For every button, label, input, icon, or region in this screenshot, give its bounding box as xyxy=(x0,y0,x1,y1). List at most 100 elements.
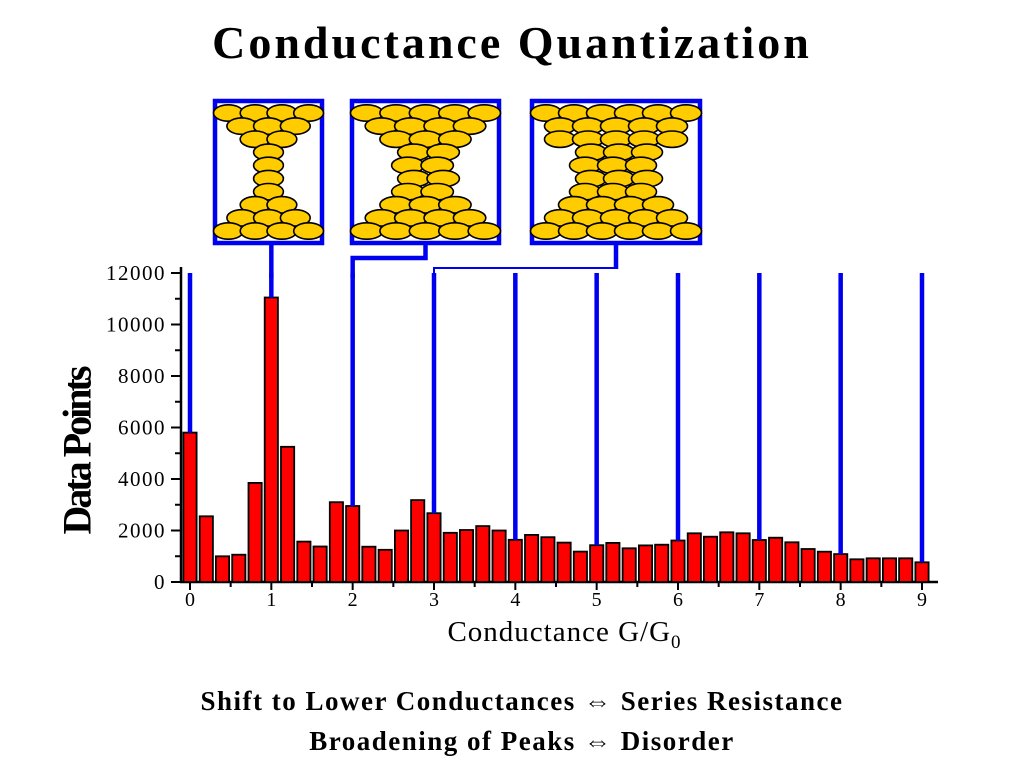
gold-atom xyxy=(279,208,311,227)
histogram-bar xyxy=(426,512,442,583)
gold-atom xyxy=(212,222,245,241)
histogram-bar xyxy=(312,545,328,583)
histogram-bar xyxy=(214,555,230,583)
histogram-bar xyxy=(345,505,361,583)
gold-atom xyxy=(543,130,577,149)
x-tick-label: 6 xyxy=(673,589,683,611)
histogram-bar xyxy=(540,536,556,583)
gold-atom xyxy=(292,104,325,123)
histogram-bar xyxy=(507,538,523,583)
gold-atom xyxy=(467,104,502,123)
histogram-bar xyxy=(670,539,686,583)
histogram-bar xyxy=(605,542,621,583)
y-tick-label: 4000 xyxy=(118,467,166,491)
x-tick-label: 7 xyxy=(754,589,764,611)
gold-atom xyxy=(266,130,298,149)
histogram-bar xyxy=(784,541,800,583)
histogram-bar xyxy=(638,544,654,583)
histogram-bar xyxy=(296,540,312,583)
gold-atom xyxy=(408,222,443,241)
histogram-bar xyxy=(182,431,198,583)
histogram-bar xyxy=(816,550,832,583)
histogram-bar xyxy=(263,296,279,583)
histogram-bar xyxy=(247,481,263,583)
histogram-bar xyxy=(833,553,849,583)
histogram-bar xyxy=(458,529,474,583)
gold-atom xyxy=(279,117,311,136)
caption-disorder: Broadening of Peaks ⇔ Disorder xyxy=(309,726,735,756)
histogram-bar xyxy=(686,532,702,583)
gold-atom xyxy=(557,222,591,241)
gold-atom xyxy=(292,222,325,241)
histogram-bar xyxy=(198,515,214,583)
x-tick-label: 1 xyxy=(266,589,276,611)
gold-atom xyxy=(437,222,472,241)
gold-atom xyxy=(266,222,298,241)
y-tick-label: 10000 xyxy=(106,313,166,337)
histogram-bar xyxy=(849,558,865,583)
y-tick-label: 8000 xyxy=(118,364,166,388)
slide-title: Conductance Quantization xyxy=(212,17,812,68)
x-tick-label: 4 xyxy=(510,589,520,611)
gold-atom xyxy=(641,222,675,241)
histogram-bar xyxy=(410,499,426,583)
x-tick-label: 0 xyxy=(185,589,195,611)
x-tick-label: 2 xyxy=(348,589,358,611)
x-tick-label: 9 xyxy=(917,589,927,611)
connector-box3-to-peak3 xyxy=(432,267,616,278)
connector-box2-to-peak2 xyxy=(350,243,428,278)
histogram-bar xyxy=(572,550,588,583)
gold-atom xyxy=(266,195,298,214)
gold-atom xyxy=(349,222,384,241)
gold-atom xyxy=(252,182,285,201)
histogram-bar xyxy=(556,541,572,583)
histogram-bar xyxy=(377,548,393,583)
histogram-bar xyxy=(393,529,409,583)
x-axis-title-text: Conductance G/G xyxy=(447,616,672,648)
gold-atom xyxy=(669,104,703,123)
gold-atom xyxy=(379,222,414,241)
histogram-bar xyxy=(882,557,898,583)
gold-atom xyxy=(669,222,703,241)
x-axis-title: Conductance G/G0 xyxy=(190,616,938,654)
gold-atom xyxy=(613,222,647,241)
y-axis-title: Data Points xyxy=(54,368,100,535)
histogram-bar xyxy=(442,531,458,583)
histogram-bar xyxy=(751,539,767,583)
histogram-bar xyxy=(898,557,914,583)
histogram-bar xyxy=(703,535,719,583)
histogram-bar xyxy=(231,553,247,583)
x-tick-label: 8 xyxy=(836,589,846,611)
histogram-bar xyxy=(491,529,507,583)
gold-atom xyxy=(585,222,619,241)
histogram-bar xyxy=(719,531,735,583)
y-tick-label: 12000 xyxy=(106,261,166,285)
histogram-bar xyxy=(475,525,491,583)
gold-atom xyxy=(529,222,563,241)
gold-atom xyxy=(655,130,689,149)
y-tick-label: 6000 xyxy=(118,416,166,440)
histogram-bar xyxy=(914,561,930,583)
gold-atom xyxy=(655,208,689,227)
x-tick-label: 3 xyxy=(429,589,439,611)
gold-atom xyxy=(467,222,502,241)
x-axis-title-subscript: 0 xyxy=(671,631,681,653)
histogram-bar xyxy=(800,548,816,583)
gold-atom xyxy=(641,195,675,214)
histogram-bar xyxy=(361,545,377,583)
histogram-bar xyxy=(768,536,784,583)
y-tick-label: 0 xyxy=(154,570,166,594)
histogram-bar xyxy=(865,557,881,583)
y-tick-label: 2000 xyxy=(118,519,166,543)
caption-series-resistance: Shift to Lower Conductances ⇔ Series Res… xyxy=(200,686,844,716)
histogram-bar xyxy=(524,534,540,583)
histogram-bar xyxy=(735,532,751,583)
gold-atom xyxy=(437,195,472,214)
gold-atom xyxy=(452,117,487,136)
histogram-bar xyxy=(654,543,670,583)
histogram-bar xyxy=(280,445,296,583)
gold-atom xyxy=(239,222,271,241)
histogram-bar xyxy=(328,501,344,583)
